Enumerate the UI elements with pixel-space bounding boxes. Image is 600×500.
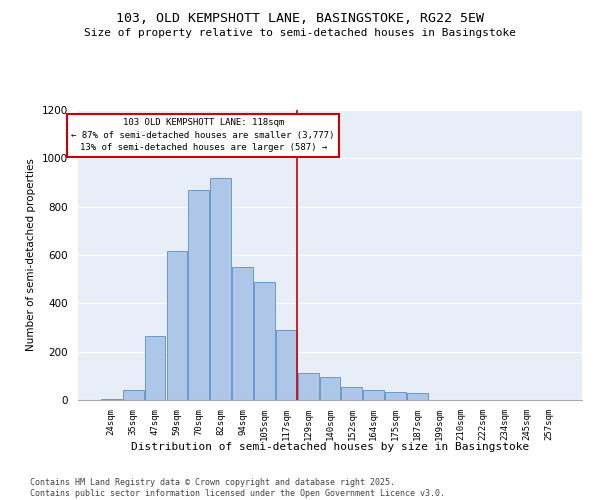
Bar bbox=[341, 386, 362, 400]
Bar bbox=[254, 282, 275, 400]
Bar bbox=[123, 390, 143, 400]
Text: Contains HM Land Registry data © Crown copyright and database right 2025.
Contai: Contains HM Land Registry data © Crown c… bbox=[30, 478, 445, 498]
Text: 103, OLD KEMPSHOTT LANE, BASINGSTOKE, RG22 5EW: 103, OLD KEMPSHOTT LANE, BASINGSTOKE, RG… bbox=[116, 12, 484, 26]
Bar bbox=[167, 252, 187, 400]
Bar bbox=[101, 399, 122, 400]
Bar bbox=[145, 336, 166, 400]
Bar bbox=[210, 178, 231, 400]
Bar bbox=[385, 392, 406, 400]
Bar bbox=[188, 190, 209, 400]
Text: Distribution of semi-detached houses by size in Basingstoke: Distribution of semi-detached houses by … bbox=[131, 442, 529, 452]
Bar bbox=[276, 330, 296, 400]
Bar bbox=[298, 374, 319, 400]
Text: 103 OLD KEMPSHOTT LANE: 118sqm
← 87% of semi-detached houses are smaller (3,777): 103 OLD KEMPSHOTT LANE: 118sqm ← 87% of … bbox=[71, 118, 335, 152]
Text: Size of property relative to semi-detached houses in Basingstoke: Size of property relative to semi-detach… bbox=[84, 28, 516, 38]
Bar bbox=[320, 377, 340, 400]
Bar bbox=[407, 393, 428, 400]
Bar bbox=[364, 390, 384, 400]
Bar bbox=[232, 267, 253, 400]
Y-axis label: Number of semi-detached properties: Number of semi-detached properties bbox=[26, 158, 37, 352]
